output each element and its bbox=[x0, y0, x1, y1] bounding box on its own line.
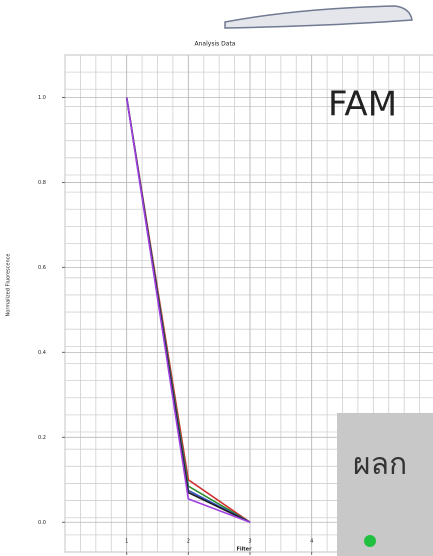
y-tick-label: 0.8 bbox=[38, 180, 46, 186]
chart-title: Analysis Data bbox=[195, 41, 236, 48]
x-axis-label: Filter bbox=[236, 547, 252, 553]
y-tick-label: 0.4 bbox=[38, 350, 46, 356]
x-tick-label: 2 bbox=[187, 539, 190, 545]
y-tick-label: 0.0 bbox=[38, 520, 46, 526]
x-tick-label: 1 bbox=[125, 539, 128, 545]
x-tick-label: 3 bbox=[248, 539, 251, 545]
series-line bbox=[125, 97, 251, 524]
y-axis-label: Normalized Fluorescence bbox=[6, 254, 12, 317]
y-tick-label: 1.0 bbox=[38, 95, 46, 101]
annotation: FAM bbox=[328, 85, 397, 125]
overlay-panel: ผลก bbox=[337, 413, 433, 556]
overlay-text: ผลก bbox=[353, 447, 408, 482]
x-tick-label: 4 bbox=[310, 539, 313, 545]
bullet bbox=[364, 535, 376, 547]
y-tick-label: 0.6 bbox=[38, 265, 46, 271]
decor-ribbon bbox=[224, 5, 413, 29]
y-tick-label: 0.2 bbox=[38, 435, 46, 441]
